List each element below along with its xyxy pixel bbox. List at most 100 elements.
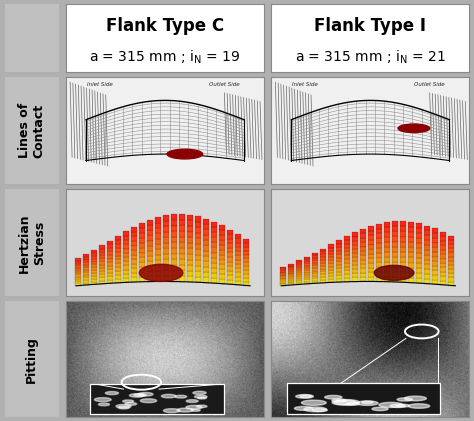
Bar xyxy=(328,257,334,260)
Ellipse shape xyxy=(304,407,327,412)
Bar xyxy=(296,270,302,272)
Bar xyxy=(219,279,225,284)
Bar xyxy=(83,254,89,257)
Bar xyxy=(91,256,97,258)
Bar xyxy=(409,272,414,278)
Text: Outlet Side: Outlet Side xyxy=(209,83,240,88)
Bar xyxy=(195,238,201,244)
Bar xyxy=(448,269,455,273)
Bar xyxy=(91,279,97,282)
Bar xyxy=(320,260,326,263)
Bar xyxy=(392,221,398,226)
Bar xyxy=(360,277,366,282)
Bar xyxy=(280,272,286,273)
Bar xyxy=(353,232,358,237)
Bar xyxy=(296,280,302,282)
Bar xyxy=(211,242,217,248)
Bar xyxy=(409,267,414,273)
Bar xyxy=(99,258,105,261)
Bar xyxy=(171,276,177,282)
Bar xyxy=(448,252,455,257)
Bar xyxy=(368,277,374,282)
Bar xyxy=(99,245,105,249)
Bar xyxy=(287,384,439,415)
Bar xyxy=(360,229,366,233)
Bar xyxy=(345,270,350,274)
Bar xyxy=(211,278,217,283)
Bar xyxy=(353,265,358,269)
Bar xyxy=(417,268,422,273)
Bar xyxy=(432,247,438,252)
Bar xyxy=(179,265,185,270)
Bar xyxy=(243,282,249,286)
Bar xyxy=(115,275,121,279)
Text: Pitting: Pitting xyxy=(25,336,38,383)
Bar xyxy=(91,276,97,279)
Bar xyxy=(235,264,241,268)
Bar xyxy=(131,227,137,232)
Bar xyxy=(99,281,105,284)
Bar xyxy=(139,257,145,262)
Bar xyxy=(296,278,302,280)
Bar xyxy=(448,248,455,253)
Text: a = 315 mm ; $\mathregular{i_N}$ = 21: a = 315 mm ; $\mathregular{i_N}$ = 21 xyxy=(295,48,446,66)
Bar xyxy=(195,260,201,266)
Bar xyxy=(90,384,224,415)
Bar xyxy=(163,226,169,232)
Ellipse shape xyxy=(379,402,403,408)
Bar xyxy=(345,259,350,263)
Bar xyxy=(179,276,185,282)
Bar xyxy=(288,266,294,267)
Bar xyxy=(147,230,153,235)
Bar xyxy=(99,255,105,258)
Bar xyxy=(448,277,455,282)
Bar xyxy=(296,277,302,278)
Bar xyxy=(425,240,430,245)
Bar xyxy=(425,255,430,260)
Bar xyxy=(425,230,430,235)
Bar xyxy=(337,247,342,250)
Bar xyxy=(345,240,350,244)
Bar xyxy=(409,252,414,258)
Bar xyxy=(115,236,121,240)
Bar xyxy=(280,280,286,281)
Bar xyxy=(353,257,358,261)
Bar xyxy=(384,262,391,267)
Ellipse shape xyxy=(362,401,373,404)
Bar xyxy=(425,245,430,250)
Bar xyxy=(368,268,374,272)
Bar xyxy=(195,277,201,282)
Bar xyxy=(392,267,398,272)
Bar xyxy=(123,244,129,248)
Bar xyxy=(75,279,81,281)
Bar xyxy=(384,232,391,237)
Bar xyxy=(211,221,217,227)
Bar xyxy=(243,274,249,278)
Bar xyxy=(432,280,438,285)
Bar xyxy=(328,244,334,248)
Bar xyxy=(91,270,97,273)
Bar xyxy=(147,235,153,240)
Bar xyxy=(432,238,438,242)
Bar xyxy=(368,263,374,268)
Bar xyxy=(75,272,81,274)
Bar xyxy=(107,280,113,283)
Bar xyxy=(99,265,105,268)
Bar xyxy=(219,259,225,264)
Bar xyxy=(312,273,319,276)
Bar xyxy=(147,256,153,261)
Bar xyxy=(401,242,406,247)
Bar xyxy=(409,227,414,232)
Bar xyxy=(401,252,406,257)
Bar xyxy=(288,267,294,269)
Bar xyxy=(448,236,455,240)
Bar xyxy=(155,271,161,276)
Ellipse shape xyxy=(296,394,313,398)
Bar xyxy=(203,234,209,240)
Bar xyxy=(139,267,145,272)
Bar xyxy=(227,280,233,285)
Ellipse shape xyxy=(94,397,111,402)
Ellipse shape xyxy=(123,400,134,402)
Text: a = 315 mm ; $\mathregular{i_N}$ = 19: a = 315 mm ; $\mathregular{i_N}$ = 19 xyxy=(90,48,241,66)
Bar xyxy=(163,237,169,243)
